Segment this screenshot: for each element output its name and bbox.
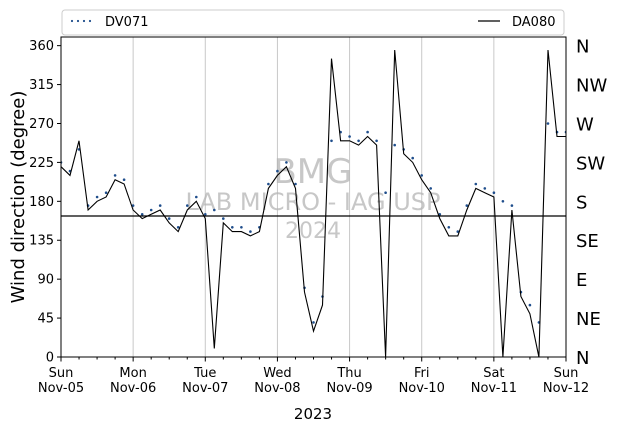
data-point <box>167 217 171 220</box>
x-tick-date: Nov-10 <box>399 381 445 396</box>
x-tick-date: Nov-07 <box>182 381 228 396</box>
data-point <box>140 213 144 216</box>
data-point <box>447 226 451 229</box>
data-point <box>122 178 126 181</box>
watermark-text: 2024 <box>285 219 341 244</box>
watermark-text: LAB MICRO - IAG USP <box>185 188 440 216</box>
data-point <box>456 230 460 233</box>
x-tick-day: Fri <box>414 366 430 381</box>
data-point <box>158 204 162 207</box>
data-point <box>195 195 198 199</box>
data-point <box>348 135 351 138</box>
data-point <box>501 200 505 203</box>
legend-box <box>61 9 565 36</box>
x-tick-day: Wed <box>263 366 291 381</box>
data-point <box>95 195 99 199</box>
x-tick-day: Tue <box>193 366 216 381</box>
data-point <box>420 174 424 177</box>
x-tick-date: Nov-06 <box>110 381 156 396</box>
data-point <box>384 191 387 194</box>
data-point <box>213 208 216 212</box>
y-axis: 0 45 90 135 180 225 270 315 360 <box>29 39 61 366</box>
legend-label-da080: DA080 <box>512 15 556 30</box>
data-point <box>113 174 117 177</box>
legend-entry-dv071: DV071 <box>70 15 149 30</box>
data-point <box>312 321 315 324</box>
x-tick-day: Thu <box>336 366 361 381</box>
data-point <box>276 169 279 173</box>
data-point <box>186 204 189 207</box>
series-line <box>61 49 566 357</box>
y-tick-label: 45 <box>37 312 54 327</box>
x-tick-date: Nov-11 <box>471 381 517 396</box>
x-tick-date: Nov-12 <box>543 381 589 396</box>
data-point <box>474 182 478 186</box>
legend-label-dv071: DV071 <box>105 15 149 30</box>
x-tick-day: Sat <box>483 366 504 381</box>
legend-entry-da080: DA080 <box>478 15 556 30</box>
data-point <box>357 139 360 143</box>
data-point <box>131 204 135 207</box>
data-point <box>104 191 108 194</box>
compass-label: W <box>576 114 594 135</box>
x-axis: SunNov-05MonNov-06TueNov-07WedNov-08ThuN… <box>38 357 589 396</box>
data-point <box>249 230 252 233</box>
y-tick-label: 225 <box>29 156 54 171</box>
data-point <box>546 122 550 125</box>
y-tick-label: 360 <box>29 39 54 54</box>
data-point <box>204 213 207 216</box>
data-point <box>429 187 433 190</box>
compass-label: SE <box>576 231 599 252</box>
x-tick-date: Nov-05 <box>38 381 84 396</box>
data-point <box>393 143 397 147</box>
x-tick-date: Nov-09 <box>326 381 372 396</box>
compass-label: N <box>576 348 589 369</box>
data-point <box>285 161 288 164</box>
data-point <box>375 139 378 143</box>
data-point <box>294 182 297 186</box>
data-point <box>510 204 514 207</box>
data-point <box>222 217 225 220</box>
x-tick-day: Sun <box>554 366 579 381</box>
legend-swatch-dv071 <box>70 19 92 23</box>
x-tick-day: Sun <box>49 366 74 381</box>
compass-label: S <box>576 192 587 213</box>
compass-label: NW <box>576 76 607 97</box>
y-axis-title: Wind direction (degree) <box>8 91 29 304</box>
data-point <box>267 182 270 186</box>
data-point <box>149 208 153 212</box>
y-tick-label: 270 <box>29 117 54 132</box>
compass-axis: N NW W SW S SE E NE N <box>576 37 607 369</box>
series-da080 <box>61 49 566 357</box>
data-point <box>366 130 369 134</box>
compass-label: N <box>576 37 589 58</box>
data-point <box>231 226 234 229</box>
compass-label: E <box>576 270 587 291</box>
data-point <box>176 226 180 229</box>
watermark-text: BMG <box>273 152 352 192</box>
x-tick-day: Mon <box>119 366 146 381</box>
data-point <box>330 139 333 143</box>
x-tick-date: Nov-08 <box>254 381 300 396</box>
data-point <box>438 213 442 216</box>
data-point <box>528 303 532 307</box>
y-tick-label: 0 <box>46 351 54 366</box>
data-point <box>465 204 469 207</box>
y-tick-label: 315 <box>29 78 54 93</box>
compass-label: SW <box>576 153 605 174</box>
data-point <box>492 191 496 194</box>
data-point <box>240 226 243 229</box>
y-tick-label: 90 <box>37 273 54 288</box>
data-point <box>411 156 415 160</box>
x-axis-title: 2023 <box>294 405 332 423</box>
y-tick-label: 180 <box>29 195 54 210</box>
compass-label: NE <box>576 309 601 330</box>
legend: DV071 DA080 <box>61 9 565 36</box>
data-point <box>483 187 487 190</box>
y-tick-label: 135 <box>29 234 54 249</box>
